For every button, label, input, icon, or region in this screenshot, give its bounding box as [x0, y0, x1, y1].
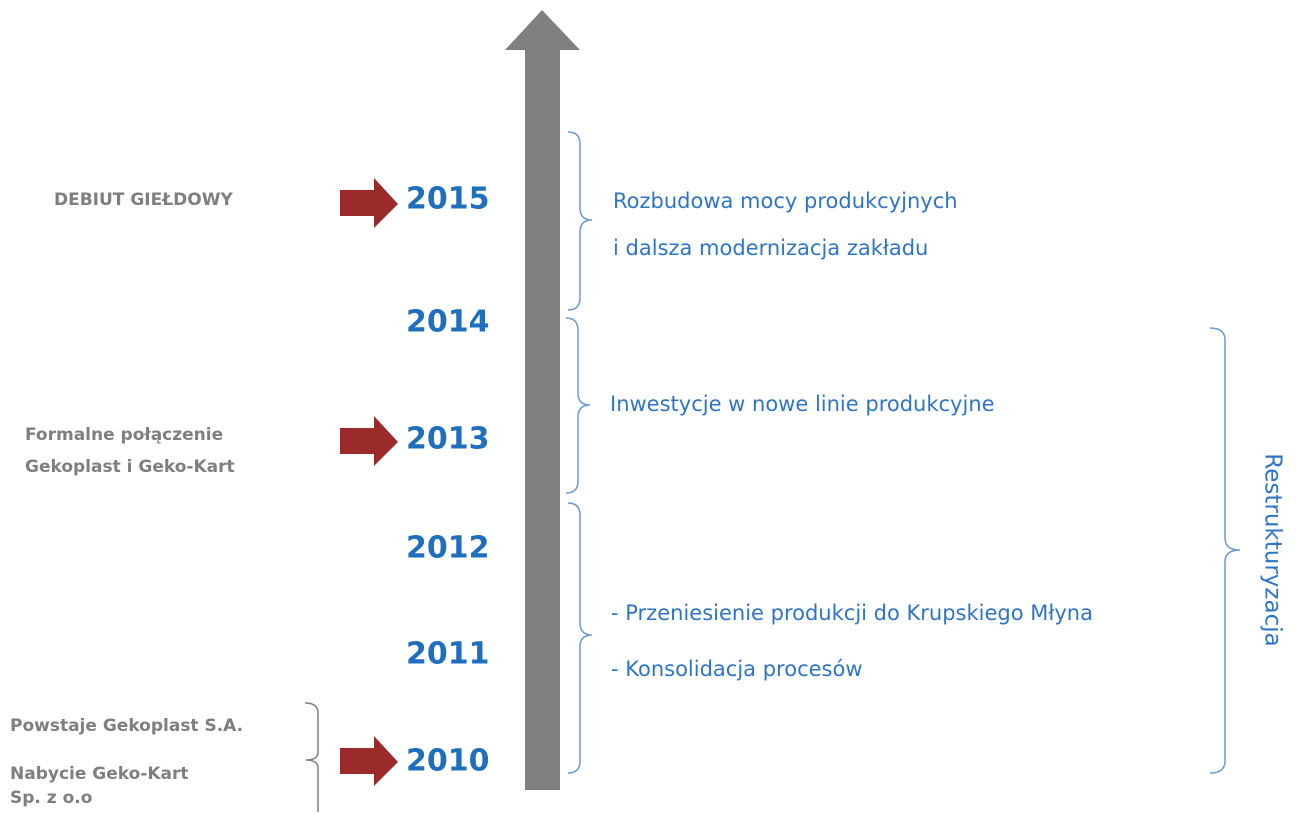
event-arrow: [340, 178, 398, 228]
event-label: Sp. z o.o: [10, 788, 92, 808]
year-label: 2014: [406, 305, 490, 340]
phase-label: Restrukturyzacja: [1260, 453, 1286, 646]
brace: [567, 131, 593, 311]
timeline-head: [505, 10, 580, 50]
year-label: 2011: [406, 637, 490, 672]
phase-label: - Przeniesienie produkcji do Krupskiego …: [611, 601, 1093, 625]
year-label: 2010: [406, 744, 490, 779]
event-arrow: [340, 416, 398, 466]
event-label: Nabycie Geko-Kart: [10, 764, 189, 784]
brace: [565, 317, 591, 494]
year-label: 2012: [406, 531, 490, 566]
event-label: Gekoplast i Geko-Kart: [25, 457, 235, 477]
event-label: DEBIUT GIEŁDOWY: [54, 190, 233, 210]
timeline-shaft: [525, 48, 560, 790]
event-arrows: [340, 178, 398, 786]
event-label: Formalne połączenie: [25, 425, 223, 445]
phase-label: - Konsolidacja procesów: [611, 657, 863, 681]
phase-label: i dalsza modernizacja zakładu: [613, 236, 928, 260]
brace: [1209, 327, 1241, 774]
year-label: 2015: [406, 182, 490, 217]
event-label: Powstaje Gekoplast S.A.: [10, 716, 243, 736]
brace: [567, 502, 593, 774]
brace: [304, 702, 319, 812]
phase-label: Inwestycje w nowe linie produkcyjne: [610, 392, 995, 416]
year-label: 2013: [406, 422, 490, 457]
event-arrow: [340, 736, 398, 786]
phase-label: Rozbudowa mocy produkcyjnych: [613, 189, 958, 213]
labels: 2015 2014 2013 2012 2011 2010 DEBIUT GIEŁDOWY F…: [10, 182, 1286, 809]
